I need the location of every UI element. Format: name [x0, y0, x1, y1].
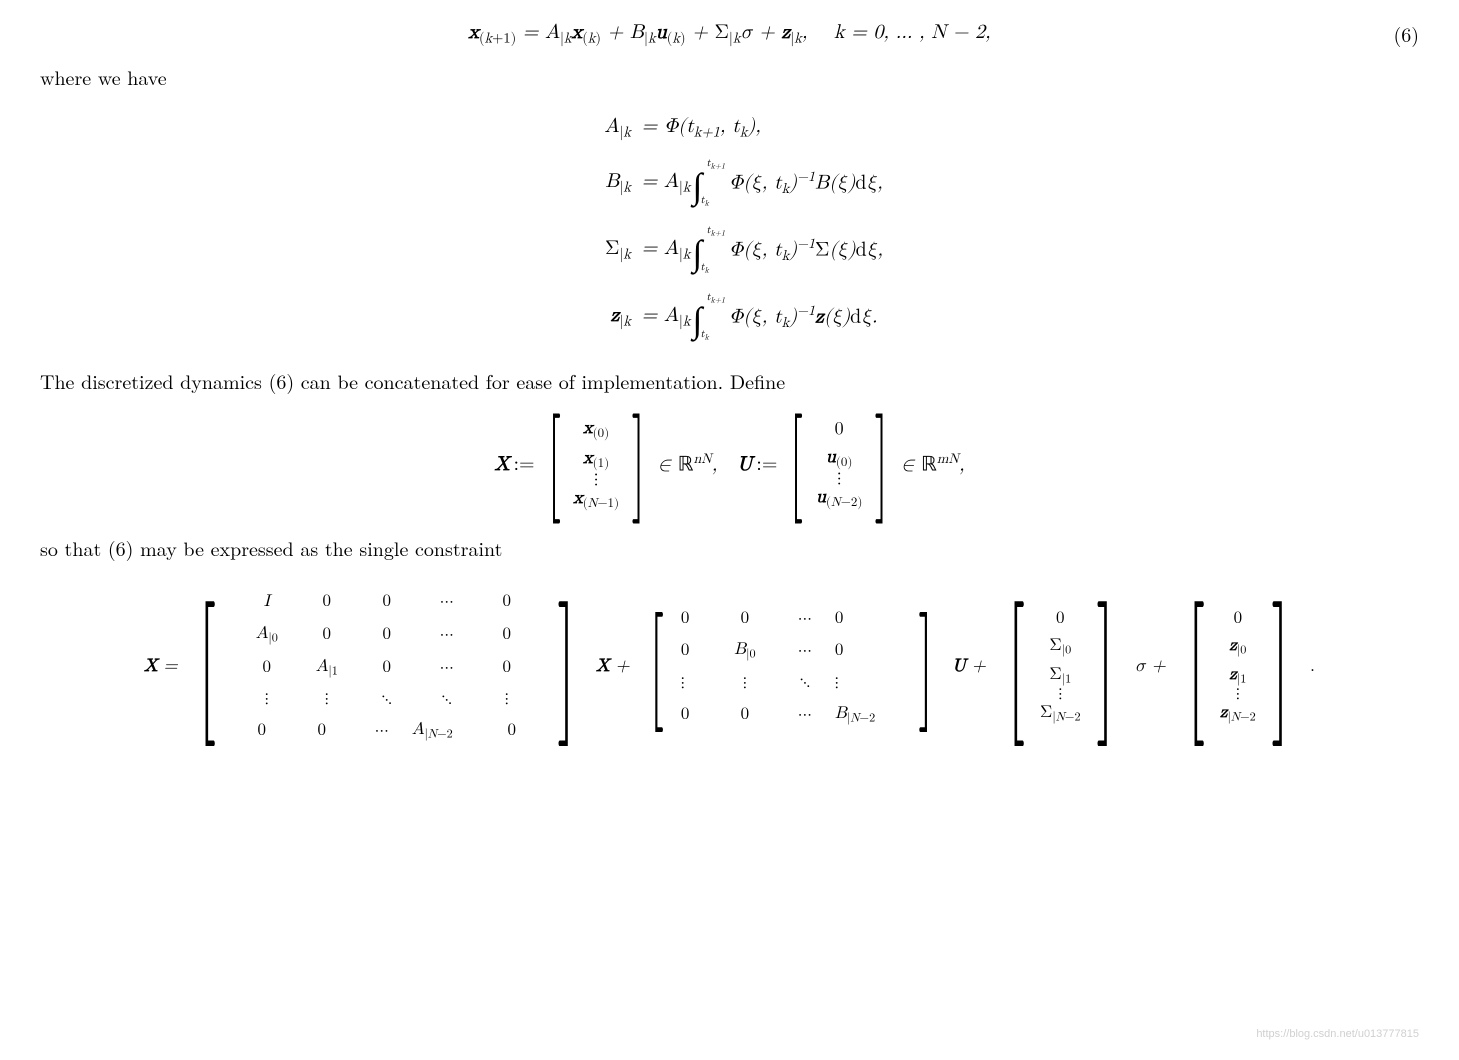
- definition-block: A|k = Φ(tk+1, tk), B|k = A|k ∫ tk+1 tk Φ…: [576, 106, 883, 350]
- paragraph-where-we-have: where we have: [40, 62, 1419, 91]
- equation-6-content: x(k+1) = A|kx(k) + B|ku(k) + Σ|kσ + z|k,…: [468, 20, 990, 47]
- paragraph-concatenated: The discretized dynamics (6) can be conc…: [40, 366, 1419, 395]
- equation-6-number: (6): [1393, 19, 1419, 48]
- def-Sigma-row: Σ|k = A|k ∫ tk+1 tk Φ(ξ, tk)−1Σ(ξ)dξ,: [576, 225, 883, 276]
- watermark-text: https://blog.csdn.net/u013777815: [1256, 1028, 1419, 1040]
- A-block-matrix: [ I00⋯0 A|000⋯0 0A|10⋯0 ⋮⋮⋱⋱⋮ 00⋯A|N−20 …: [187, 582, 586, 750]
- stacked-definitions: X := [ x(0) x(1) ⋮ x(N−1) ] ∈ ℝnN, U := …: [40, 410, 1419, 519]
- paragraph-single-constraint: so that (6) may be expressed as the sing…: [40, 533, 1419, 562]
- U-vector: [ 0 u(0) ⋮ u(N−2) ]: [781, 411, 897, 518]
- def-z-row: z|k = A|k ∫ tk+1 tk Φ(ξ, tk)−1z(ξ)dξ.: [576, 292, 877, 343]
- X-vector: [ x(0) x(1) ⋮ x(N−1) ]: [539, 410, 654, 519]
- block-matrix-equation: X = [ I00⋯0 A|000⋯0 0A|10⋯0 ⋮⋮⋱⋱⋮ 00⋯A|N…: [40, 582, 1419, 750]
- B-block-matrix: [ 00⋯0 0B|0⋯0 ⋮⋮⋱⋮ 00⋯B|N−2 ]: [640, 599, 943, 734]
- equation-6-row: x(k+1) = A|kx(k) + B|ku(k) + Σ|kσ + z|k,…: [40, 20, 1419, 47]
- def-B-row: B|k = A|k ∫ tk+1 tk Φ(ξ, tk)−1B(ξ)dξ,: [576, 158, 883, 209]
- z-block-vector: [ 0 z|0 z|1 ⋮ z|N−2 ]: [1176, 601, 1300, 732]
- def-A-row: A|k = Φ(tk+1, tk),: [576, 114, 761, 141]
- Sigma-block-vector: [ 0 Σ|0 Σ|1 ⋮ Σ|N−2 ]: [996, 601, 1125, 732]
